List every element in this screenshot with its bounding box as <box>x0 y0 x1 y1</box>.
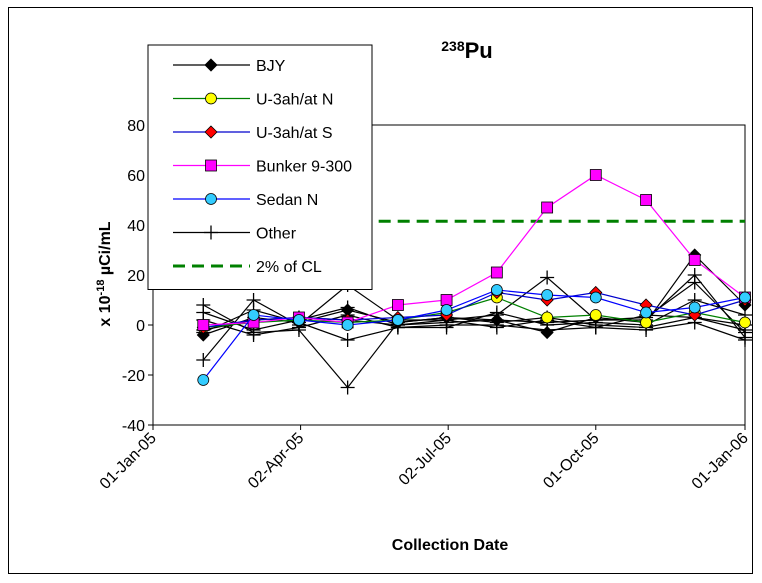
data-point <box>540 325 554 340</box>
data-point <box>589 309 602 321</box>
data-point <box>246 328 261 342</box>
data-point <box>197 374 210 386</box>
data-point <box>688 254 701 266</box>
y-axis-label-prefix: x 10 <box>97 295 114 326</box>
data-point <box>541 201 554 214</box>
chart-title: 238Pu <box>441 38 492 63</box>
legend-marker <box>204 225 218 240</box>
y-tick-label: 80 <box>127 118 145 135</box>
data-point <box>340 333 355 347</box>
legend-label: U-3ah/at N <box>256 92 333 109</box>
legend-label: U-3ah/at S <box>256 125 332 142</box>
legend-marker <box>204 58 218 72</box>
legend-marker <box>205 92 217 105</box>
data-point <box>490 313 504 327</box>
series-line <box>202 289 746 381</box>
data-point <box>197 319 210 331</box>
data-point <box>589 291 602 304</box>
x-axis-label: Collection Date <box>392 537 509 554</box>
title-superscript: 238 <box>441 38 465 54</box>
legend-item-other: Other <box>173 225 297 243</box>
data-point <box>392 299 404 311</box>
legend-item-u-3ah-at-n: U-3ah/at N <box>173 92 333 109</box>
legend-item-2-of-cl: 2% of CL <box>173 259 322 276</box>
y-axis-label-superscript: -18 <box>95 280 107 296</box>
x-tick-label: 01-Oct-05 <box>540 430 602 492</box>
legend-label: Sedan N <box>256 192 318 209</box>
x-tick-label: 01-Jan-05 <box>97 430 160 493</box>
legend-label: Other <box>256 226 297 243</box>
data-point <box>688 301 701 314</box>
series-sedan-n-4 <box>197 284 751 386</box>
legend-item-u-3ah-at-s: U-3ah/at S <box>173 125 332 142</box>
title-main: Pu <box>465 38 493 63</box>
data-point <box>340 380 355 395</box>
data-point <box>541 311 554 324</box>
legend-label: BJY <box>256 58 286 75</box>
y-tick-label: -40 <box>122 418 145 435</box>
x-tick-label: 02-Apr-05 <box>245 430 307 492</box>
data-point <box>541 289 554 301</box>
data-point <box>640 194 652 206</box>
data-point <box>640 316 652 329</box>
legend-label: Bunker 9-300 <box>256 159 352 176</box>
data-point <box>739 291 751 304</box>
legend-label: 2% of CL <box>256 259 322 276</box>
legend: BJY U-3ah/at N U-3ah/at S Bunker 9-300 Sedan… <box>147 44 373 290</box>
x-axis: 01-Jan-05 02-Apr-05 02-Jul-05 01-Oct-05 01-J… <box>97 425 752 493</box>
y-tick-label: 40 <box>127 218 145 235</box>
y-axis-label-unit: µCi/mL <box>97 221 114 279</box>
x-tick-label: 02-Jul-05 <box>396 430 455 489</box>
chart-frame <box>8 7 753 574</box>
data-point <box>540 270 555 285</box>
legend-item-bjy: BJY <box>173 58 286 75</box>
data-point <box>589 169 602 181</box>
legend-item-bunker-9-300: Bunker 9-300 <box>173 159 352 176</box>
x-tick-label: 01-Jan-06 <box>689 430 752 493</box>
data-point <box>640 306 652 319</box>
data-point <box>392 314 404 326</box>
data-point <box>687 275 702 290</box>
data-point <box>247 309 260 321</box>
legend-marker <box>205 193 217 205</box>
data-point <box>490 266 503 279</box>
data-point <box>490 284 503 296</box>
data-point <box>739 316 751 329</box>
data-point <box>440 304 453 316</box>
legend-item-sedan-n: Sedan N <box>173 192 318 209</box>
y-tick-label: 60 <box>127 168 145 185</box>
legend-box <box>147 44 373 290</box>
y-axis-label: x 10-18 µCi/mL <box>95 221 114 326</box>
series-layer <box>196 169 752 395</box>
legend-marker <box>204 125 218 139</box>
y-tick-label: -20 <box>122 368 145 385</box>
legend-marker <box>205 159 217 172</box>
y-tick-label: 0 <box>136 318 145 335</box>
series-line <box>203 174 746 326</box>
y-axis: -40 -20 0 20 40 60 80 <box>122 118 153 435</box>
data-point <box>293 314 305 326</box>
data-point <box>196 353 211 367</box>
series-line <box>203 296 746 329</box>
y-tick-label: 20 <box>127 268 145 285</box>
data-point <box>341 319 354 331</box>
data-point <box>440 294 453 306</box>
